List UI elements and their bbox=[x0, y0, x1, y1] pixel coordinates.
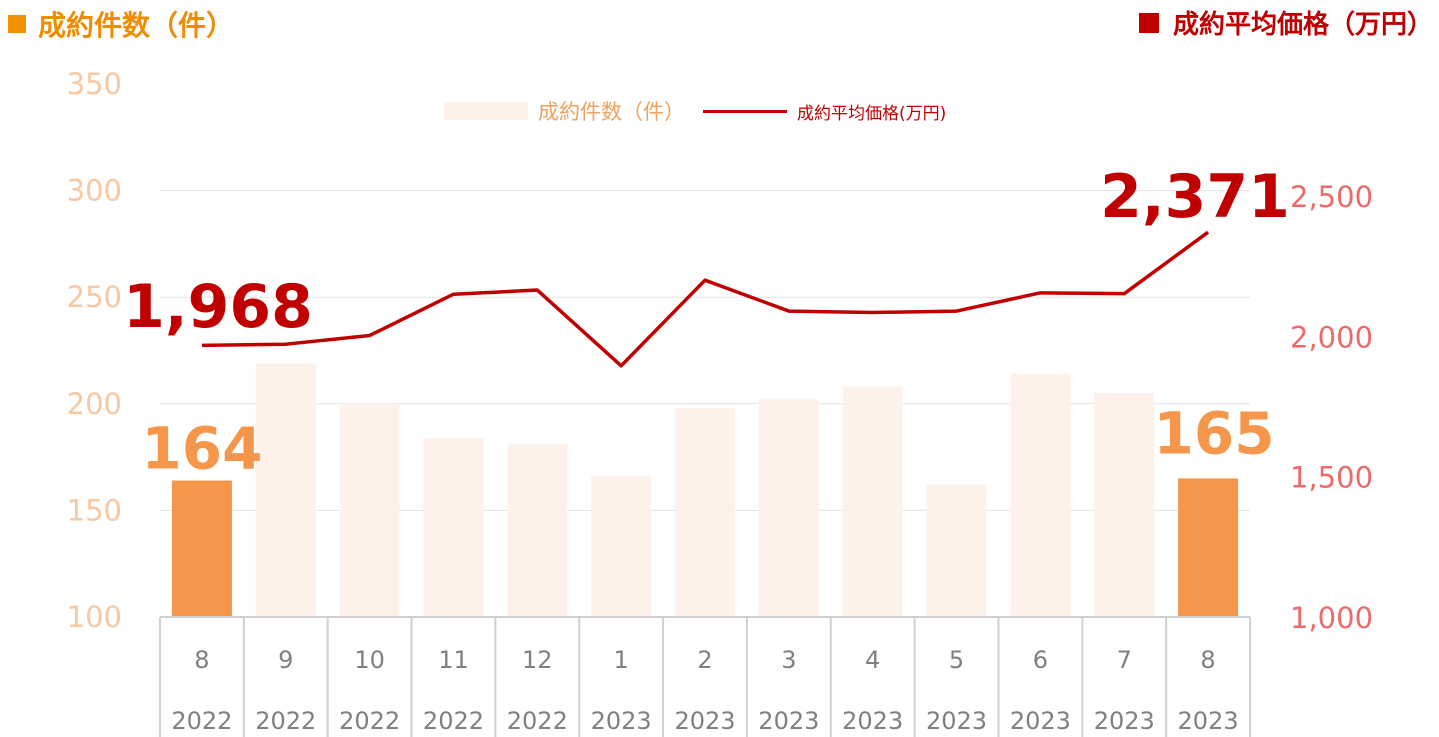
chart-legend: 成約件数（件） 成約平均価格(万円) bbox=[444, 96, 946, 126]
month-tick-label: 4 bbox=[865, 646, 880, 674]
bar bbox=[591, 476, 652, 617]
left-axis-tick-label: 100 bbox=[67, 600, 122, 634]
bar bbox=[1010, 373, 1071, 617]
month-tick-label: 12 bbox=[522, 646, 553, 674]
month-tick-label: 6 bbox=[1033, 646, 1048, 674]
bar bbox=[1094, 393, 1155, 617]
bar bbox=[507, 444, 568, 617]
month-tick-label: 5 bbox=[949, 646, 964, 674]
month-tick-label: 3 bbox=[781, 646, 796, 674]
left-axis-tick-label: 150 bbox=[67, 493, 122, 527]
red-square-icon bbox=[1138, 12, 1159, 33]
bar bbox=[842, 386, 903, 617]
price-axis-title-text: 成約平均価格（万円） bbox=[1172, 10, 1433, 40]
year-tick-label: 2023 bbox=[758, 707, 819, 735]
month-tick-label: 11 bbox=[438, 646, 469, 674]
month-tick-label: 9 bbox=[278, 646, 293, 674]
bar bbox=[1178, 478, 1239, 617]
left-axis-tick-label: 350 bbox=[67, 67, 122, 101]
month-tick-label: 10 bbox=[354, 646, 385, 674]
bar bbox=[758, 399, 819, 617]
right-axis-tick-label: 2,000 bbox=[1290, 320, 1373, 354]
bar-last-data-label: 165 bbox=[1154, 399, 1275, 467]
year-tick-label: 2022 bbox=[171, 707, 232, 735]
bar bbox=[926, 484, 987, 617]
bar bbox=[675, 408, 735, 617]
bar bbox=[339, 403, 400, 617]
month-tick-label: 8 bbox=[1200, 646, 1215, 674]
year-tick-label: 2022 bbox=[507, 707, 568, 735]
year-tick-label: 2022 bbox=[423, 707, 484, 735]
left-axis-tick-label: 200 bbox=[67, 387, 122, 421]
legend-bar-swatch bbox=[444, 102, 528, 120]
month-tick-label: 7 bbox=[1117, 646, 1132, 674]
price-axis-title: 成約平均価格（万円） bbox=[1138, 4, 1433, 41]
left-axis-tick-label: 300 bbox=[67, 174, 122, 208]
legend-line-label: 成約平均価格(万円) bbox=[797, 103, 947, 124]
right-axis-tick-label: 1,500 bbox=[1290, 461, 1373, 495]
right-axis-tick-label: 2,500 bbox=[1290, 180, 1373, 214]
year-tick-label: 2023 bbox=[1178, 707, 1239, 735]
year-tick-label: 2023 bbox=[842, 707, 903, 735]
orange-square-icon bbox=[8, 15, 26, 33]
month-tick-label: 8 bbox=[194, 646, 209, 674]
year-tick-label: 2022 bbox=[255, 707, 316, 735]
year-tick-label: 2023 bbox=[674, 707, 735, 735]
bar bbox=[423, 437, 484, 617]
legend-bar-label: 成約件数（件） bbox=[538, 100, 685, 124]
line-last-data-label: 2,371 bbox=[1100, 162, 1290, 232]
bar bbox=[255, 363, 316, 617]
price-series-line bbox=[201, 230, 1210, 368]
year-tick-label: 2023 bbox=[1010, 707, 1071, 735]
legend-line-swatch bbox=[703, 109, 787, 113]
year-tick-label: 2023 bbox=[926, 707, 987, 735]
right-axis-tick-label: 1,000 bbox=[1290, 601, 1373, 635]
count-axis-title-text: 成約件数（件） bbox=[38, 9, 235, 42]
bar-first-data-label: 164 bbox=[141, 415, 262, 483]
year-tick-label: 2023 bbox=[1094, 707, 1155, 735]
month-tick-label: 1 bbox=[614, 646, 629, 674]
bar bbox=[171, 480, 232, 617]
month-tick-label: 2 bbox=[697, 646, 712, 674]
count-axis-title: 成約件数（件） bbox=[8, 4, 234, 44]
year-tick-label: 2022 bbox=[339, 707, 400, 735]
line-first-data-label: 1,968 bbox=[123, 272, 313, 342]
left-axis-tick-label: 250 bbox=[67, 280, 122, 314]
year-tick-label: 2023 bbox=[591, 707, 652, 735]
